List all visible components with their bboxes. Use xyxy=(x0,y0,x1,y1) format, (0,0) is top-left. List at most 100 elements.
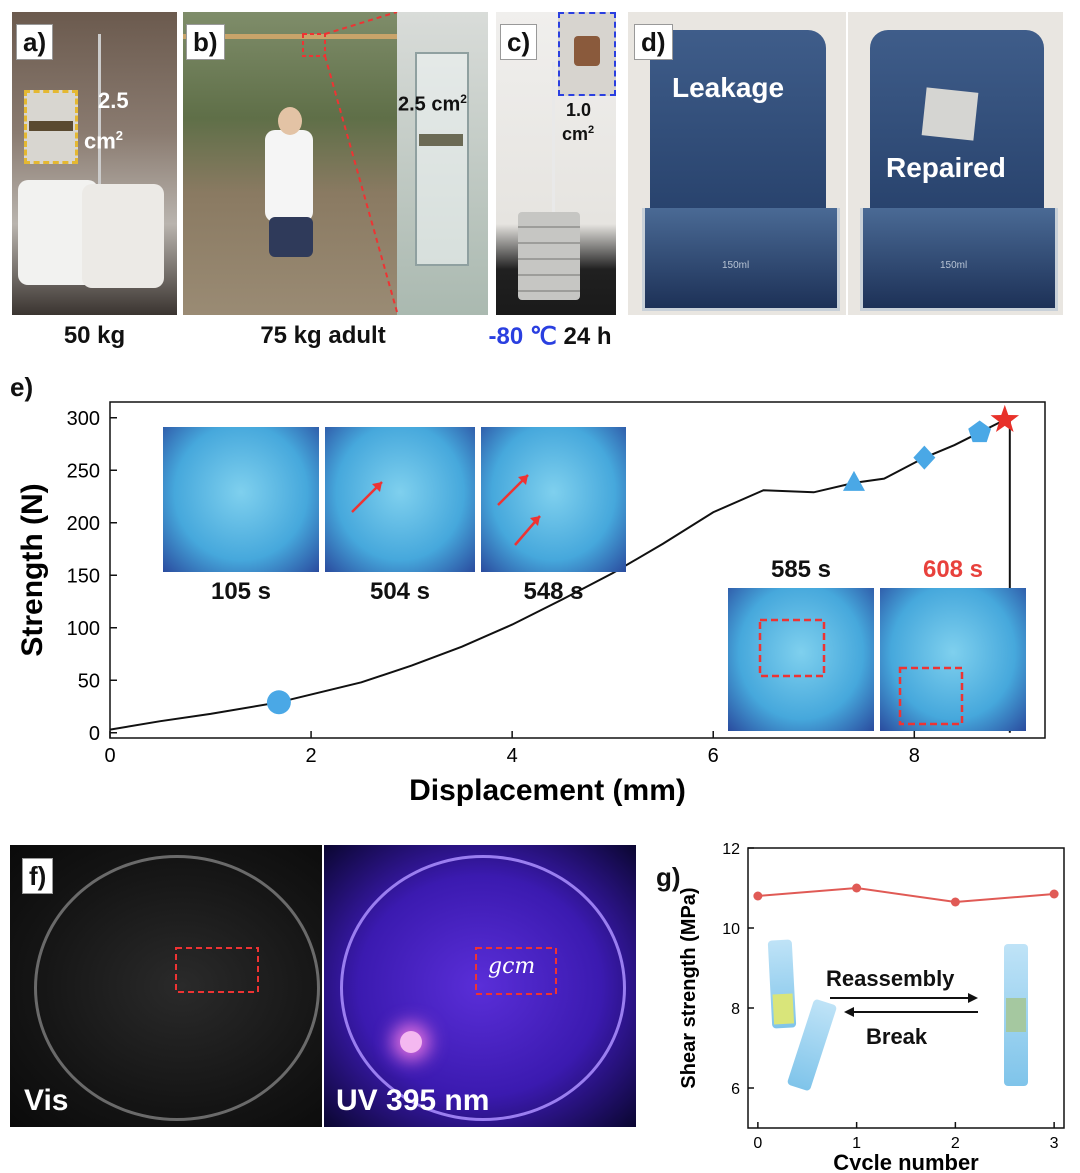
glass-slide xyxy=(415,52,469,266)
panel-a-photo xyxy=(12,12,177,315)
marker-triangle xyxy=(842,470,865,491)
x-tick-label: 4 xyxy=(507,745,518,767)
panel-f-photo-uv xyxy=(324,845,636,1127)
marker-circle xyxy=(266,690,291,715)
crossbar xyxy=(183,34,398,39)
shear-point xyxy=(1049,889,1059,899)
strength-curve xyxy=(109,418,1011,733)
panel-d-photo-left xyxy=(628,12,846,315)
panel-c-caption: -80 ℃ 24 h xyxy=(488,323,612,350)
panel-d-label: d) xyxy=(634,24,673,60)
panel-g-break-text: Break xyxy=(866,1024,928,1049)
panel-b-photo xyxy=(183,12,488,315)
panel-g-label: g) xyxy=(656,862,681,892)
beaker-right xyxy=(860,208,1058,311)
chart-e-frame xyxy=(109,401,1046,739)
g-y-axis-label: Shear strength (MPa) xyxy=(678,887,700,1088)
inset-105s xyxy=(163,427,319,572)
person-body xyxy=(265,130,313,222)
g-x-tick-label: 2 xyxy=(951,1135,960,1152)
dish-uv xyxy=(340,855,626,1121)
person-legs xyxy=(269,217,313,257)
panel-f-uv-text: UV 395 nm xyxy=(336,1084,490,1117)
panel-b-label: b) xyxy=(186,24,225,60)
panel-d-repaired-text: Repaired xyxy=(886,152,1006,183)
panel-d-beaker-mark-left: 150ml xyxy=(722,260,750,271)
jerrycan-right xyxy=(82,184,164,288)
y-axis-label: Strength (N) xyxy=(16,483,49,656)
hanging-string xyxy=(552,62,555,212)
person-head xyxy=(278,107,302,135)
inset-time-548: 548 s xyxy=(523,578,584,605)
y-tick-label: 50 xyxy=(78,670,100,692)
inset-time-608: 608 s xyxy=(922,556,984,583)
panel-d-leakage-text: Leakage xyxy=(672,72,785,103)
marker-pentagon xyxy=(968,420,992,443)
g-y-tick-label: 10 xyxy=(722,921,740,938)
y-tick-label: 300 xyxy=(67,408,100,430)
bond-layer xyxy=(419,134,463,146)
g-x-axis-label: Cycle number xyxy=(833,1150,979,1170)
panel-f-photo-vis xyxy=(10,845,322,1127)
slide-right-assembled xyxy=(1004,944,1028,1086)
y-tick-label: 200 xyxy=(67,513,100,535)
strength-chart: 0 2 4 6 8 0 50 100 150 200 250 300 Displacement (mm)… xyxy=(16,401,1046,807)
shear-point xyxy=(753,891,763,901)
y-tick-label: 100 xyxy=(67,618,100,640)
panel-a-label: a) xyxy=(16,24,54,60)
y-tick-label: 150 xyxy=(67,565,100,587)
x-tick-label: 2 xyxy=(306,745,317,767)
x-tick-label: 6 xyxy=(708,745,719,767)
panel-d-photo-right xyxy=(848,12,1063,315)
inset-time-585: 585 s xyxy=(770,556,832,583)
marker-star xyxy=(990,404,1020,432)
x-tick-label: 0 xyxy=(104,745,115,767)
shear-line xyxy=(757,886,1055,904)
panel-f-label: f) xyxy=(22,858,54,894)
panel-c-area-line2: cm2 xyxy=(562,124,595,144)
marker-diamond xyxy=(913,445,936,470)
container-left xyxy=(650,30,826,230)
chart-g-frame xyxy=(747,847,1065,1129)
inset-annotations xyxy=(351,474,964,726)
g-y-tick-label: 12 xyxy=(722,841,740,858)
y-tick-label: 250 xyxy=(67,460,100,482)
panel-b-area: 2.5 cm2 xyxy=(398,92,467,116)
panel-a-caption: 50 kg xyxy=(63,322,126,349)
g-x-tick-label: 1 xyxy=(852,1135,861,1152)
hanging-rod xyxy=(98,34,101,184)
panel-c-area-line1: 1.0 xyxy=(566,100,592,120)
weight-stack xyxy=(518,212,580,300)
panel-g-reassembly-text: Reassembly xyxy=(826,966,955,991)
panel-f-vis-text: Vis xyxy=(24,1084,69,1117)
x-axis-label: Displacement (mm) xyxy=(409,774,686,807)
panel-e-label: e) xyxy=(10,372,34,402)
panel-b-caption: 75 kg adult xyxy=(260,322,386,349)
inset-time-105: 105 s xyxy=(210,578,272,605)
beaker-left xyxy=(642,208,840,311)
inset-585s xyxy=(728,588,874,731)
uv-writing: gcm xyxy=(488,954,536,979)
panel-c-label: c) xyxy=(500,24,538,60)
shear-point xyxy=(852,883,862,893)
panel-a-area-line2: cm2 xyxy=(84,128,124,154)
g-y-tick-label: 6 xyxy=(731,1081,740,1098)
panel-d-beaker-mark-right: 150ml xyxy=(940,260,968,271)
panel-a-area-line1: 2.5 xyxy=(98,88,129,113)
g-y-tick-label: 8 xyxy=(731,1001,740,1018)
sample-inset xyxy=(24,90,78,164)
g-x-tick-label: 0 xyxy=(753,1135,762,1152)
panel-b-zoom-lines xyxy=(302,12,398,313)
dish-vis xyxy=(34,855,320,1121)
shear-point xyxy=(950,897,960,907)
uv-glare xyxy=(400,1031,422,1053)
g-x-tick-label: 3 xyxy=(1050,1135,1059,1152)
panel-c-sample-box xyxy=(558,12,616,96)
inset-608s xyxy=(880,588,1026,731)
inset-504s xyxy=(325,427,475,572)
x-tick-label: 8 xyxy=(909,745,920,767)
inset-time-504: 504 s xyxy=(369,578,431,605)
